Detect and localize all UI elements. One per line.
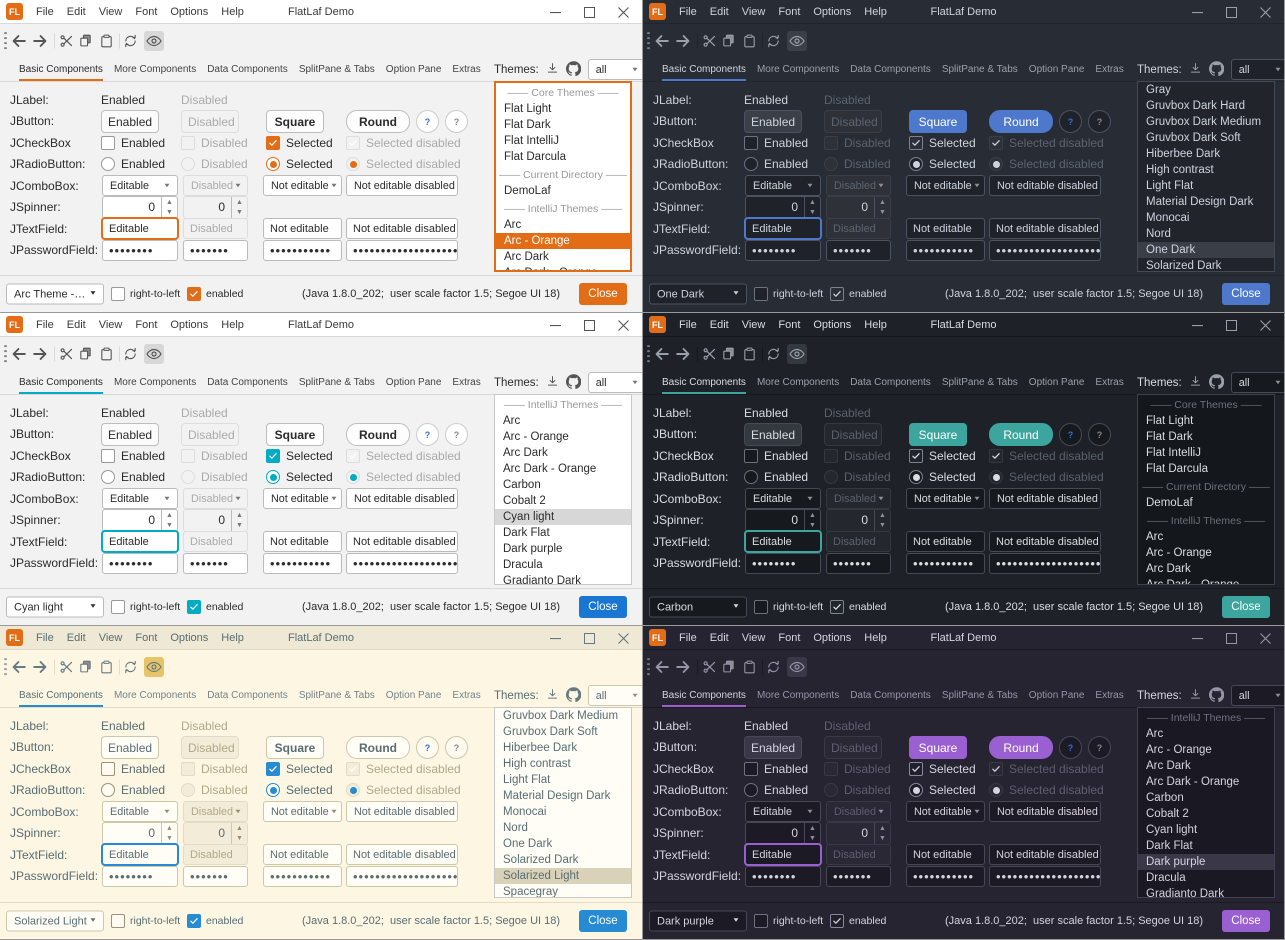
svg-text:?: ? <box>425 430 430 440</box>
svg-text:?: ? <box>1068 430 1073 440</box>
svg-text:?: ? <box>454 117 459 127</box>
svg-text:?: ? <box>425 117 430 127</box>
svg-text:?: ? <box>425 743 430 753</box>
svg-text:?: ? <box>454 430 459 440</box>
svg-text:?: ? <box>454 743 459 753</box>
svg-text:?: ? <box>1068 117 1073 127</box>
svg-text:?: ? <box>1097 743 1102 753</box>
svg-text:?: ? <box>1097 117 1102 127</box>
svg-text:?: ? <box>1097 430 1102 440</box>
svg-text:?: ? <box>1068 743 1073 753</box>
